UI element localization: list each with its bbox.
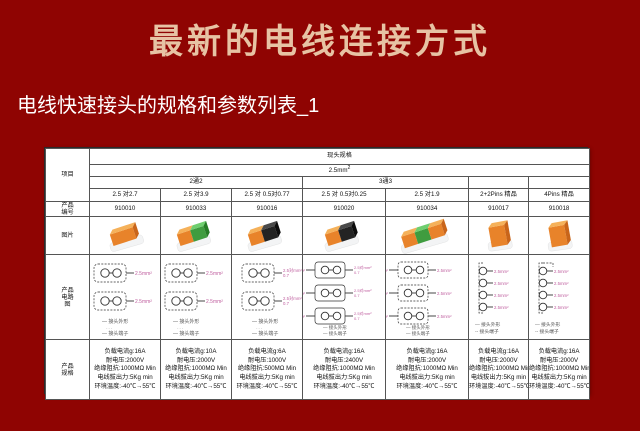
svg-text:0.7: 0.7 [354,293,360,298]
svg-text:— 接头端子: — 接头端子 [173,330,199,337]
svg-text:2.5mm²: 2.5mm² [554,281,569,286]
svg-text:2.5mm²: 2.5mm² [386,268,389,273]
svg-text:-- 接头端子: -- 接头端子 [475,328,499,335]
svg-text:-- 接头端子: -- 接头端子 [535,328,559,335]
svg-text:— 接头外形: — 接头外形 [173,318,199,325]
svg-text:2.5mm²: 2.5mm² [554,305,569,310]
svg-text:0.7: 0.7 [354,316,360,321]
svg-text:- - -: - - - [177,325,184,330]
svg-text:— 接头外形: — 接头外形 [323,324,347,331]
svg-text:2.5mm²: 2.5mm² [554,269,569,274]
svg-text:— 接头外形: — 接头外形 [535,321,561,328]
svg-text:2.5mm²: 2.5mm² [494,293,509,298]
svg-text:2.5mm²: 2.5mm² [437,268,452,273]
svg-text:2.5mm²: 2.5mm² [303,291,306,296]
svg-text:2.5mm²: 2.5mm² [494,305,509,310]
svg-text:— 接头外形: — 接头外形 [102,318,128,325]
svg-text:2.5mm²: 2.5mm² [494,269,509,274]
svg-text:2.5mm²: 2.5mm² [206,299,223,305]
svg-text:— 接头端子: — 接头端子 [323,330,347,337]
svg-text:— 接头外形: — 接头外形 [252,318,278,325]
svg-text:- - -: - - - [106,325,113,330]
svg-text:— 接头端子: — 接头端子 [102,330,128,337]
svg-text:— 接头端子: — 接头端子 [252,330,278,337]
svg-text:2.5mm²: 2.5mm² [437,291,452,296]
svg-text:2.5mm²: 2.5mm² [554,293,569,298]
svg-text:0.7: 0.7 [283,273,290,278]
svg-text:2.5mm²: 2.5mm² [206,271,223,277]
svg-text:0.7: 0.7 [283,301,290,306]
svg-text:2.5mm²: 2.5mm² [386,314,389,319]
svg-text:2.5mm²: 2.5mm² [135,271,152,277]
svg-text:2.5mm²: 2.5mm² [135,299,152,305]
svg-text:2.5mm²: 2.5mm² [494,281,509,286]
svg-text:0.7: 0.7 [354,270,360,275]
svg-text:2.5mm²: 2.5mm² [303,268,306,273]
svg-text:— 接头端子: — 接头端子 [406,330,430,337]
svg-text:2.5mm²: 2.5mm² [303,314,306,319]
svg-text:— 接头外形: — 接头外形 [406,324,430,331]
svg-text:2.5mm²: 2.5mm² [437,314,452,319]
svg-text:— 接头外形: — 接头外形 [475,321,501,328]
svg-text:- - -: - - - [256,325,263,330]
svg-text:2.5mm²: 2.5mm² [386,291,389,296]
